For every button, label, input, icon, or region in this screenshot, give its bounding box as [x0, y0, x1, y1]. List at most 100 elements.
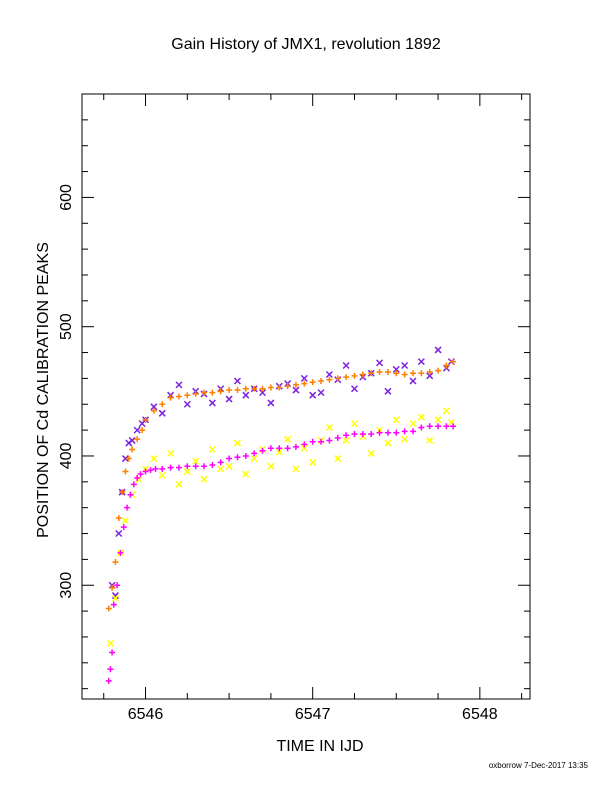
data-point: [139, 427, 146, 434]
y-tick-label: 500: [58, 313, 75, 340]
data-point: [292, 443, 299, 450]
data-point: [208, 445, 216, 454]
data-point: [242, 452, 249, 459]
y-tick-label: 400: [58, 443, 75, 470]
data-point: [225, 395, 233, 403]
data-point: [435, 367, 442, 374]
series-1: [108, 346, 455, 600]
data-point: [234, 387, 241, 394]
plot-frame: [81, 93, 531, 700]
series-2: [105, 358, 457, 612]
data-point: [125, 455, 132, 462]
data-point: [267, 399, 275, 407]
data-point: [284, 445, 291, 452]
data-point: [115, 529, 123, 538]
data-point: [450, 358, 457, 365]
data-point: [325, 423, 333, 432]
data-point: [242, 391, 250, 399]
data-point: [301, 380, 308, 387]
data-point: [192, 390, 199, 397]
data-point: [392, 416, 400, 424]
data-point: [150, 455, 158, 463]
data-point: [234, 454, 241, 461]
data-point: [417, 358, 425, 366]
data-point: [175, 464, 182, 471]
data-point: [114, 582, 121, 589]
data-point: [183, 467, 191, 476]
data-point: [226, 387, 233, 394]
data-point: [435, 423, 442, 430]
data-point: [259, 447, 266, 454]
data-point: [300, 444, 308, 452]
x-tick-label: 6548: [462, 706, 498, 723]
data-point: [301, 441, 308, 448]
data-point: [119, 489, 126, 496]
data-point: [392, 365, 400, 373]
data-point: [192, 463, 199, 470]
data-point: [276, 384, 283, 391]
data-point: [142, 416, 149, 423]
data-point: [251, 385, 258, 392]
data-point: [175, 393, 182, 400]
data-point: [200, 475, 208, 483]
data-point: [184, 463, 191, 470]
data-point: [350, 385, 359, 393]
data-point: [343, 374, 350, 381]
data-point: [250, 455, 258, 463]
data-point: [112, 558, 119, 565]
data-point: [121, 517, 129, 525]
data-point: [343, 432, 350, 439]
data-point: [384, 429, 391, 436]
data-point: [384, 387, 392, 395]
data-point: [225, 462, 233, 470]
data-point: [150, 407, 157, 414]
data-point: [359, 371, 366, 378]
data-point: [109, 649, 116, 656]
data-point: [111, 592, 119, 600]
data-point: [393, 429, 400, 436]
data-point: [201, 463, 208, 470]
data-point: [208, 399, 216, 407]
data-point: [309, 379, 316, 386]
data-point: [300, 374, 308, 382]
data-point: [276, 445, 283, 452]
data-point: [111, 594, 119, 602]
data-point: [158, 409, 166, 417]
data-point: [134, 474, 141, 481]
data-point: [152, 465, 159, 472]
data-point: [267, 445, 274, 452]
data-point: [183, 400, 191, 408]
data-point: [242, 385, 249, 392]
data-point: [121, 455, 129, 463]
data-point: [442, 407, 450, 415]
data-point: [434, 346, 442, 354]
data-point: [317, 389, 325, 397]
data-point: [124, 504, 131, 511]
y-tick-label: 300: [58, 572, 75, 599]
data-point: [107, 666, 114, 673]
series-3: [106, 407, 455, 647]
data-point: [401, 361, 409, 370]
data-point: [443, 423, 450, 430]
data-point: [175, 480, 183, 488]
series-4: [105, 423, 457, 684]
data-point: [192, 457, 200, 465]
data-point: [167, 464, 174, 471]
data-point: [233, 439, 241, 447]
data-point: [217, 459, 224, 466]
data-point: [401, 435, 409, 443]
data-point: [129, 446, 136, 453]
x-tick-label: 6547: [295, 706, 331, 723]
data-point: [350, 420, 359, 428]
data-point: [184, 392, 191, 399]
data-point: [267, 462, 275, 470]
data-point: [130, 481, 137, 488]
data-point: [426, 436, 434, 444]
data-point: [450, 423, 457, 430]
data-point: [201, 389, 208, 396]
data-point: [426, 372, 434, 380]
data-point: [318, 377, 325, 384]
data-point: [292, 381, 299, 388]
data-point: [109, 584, 116, 591]
data-point: [401, 428, 408, 435]
